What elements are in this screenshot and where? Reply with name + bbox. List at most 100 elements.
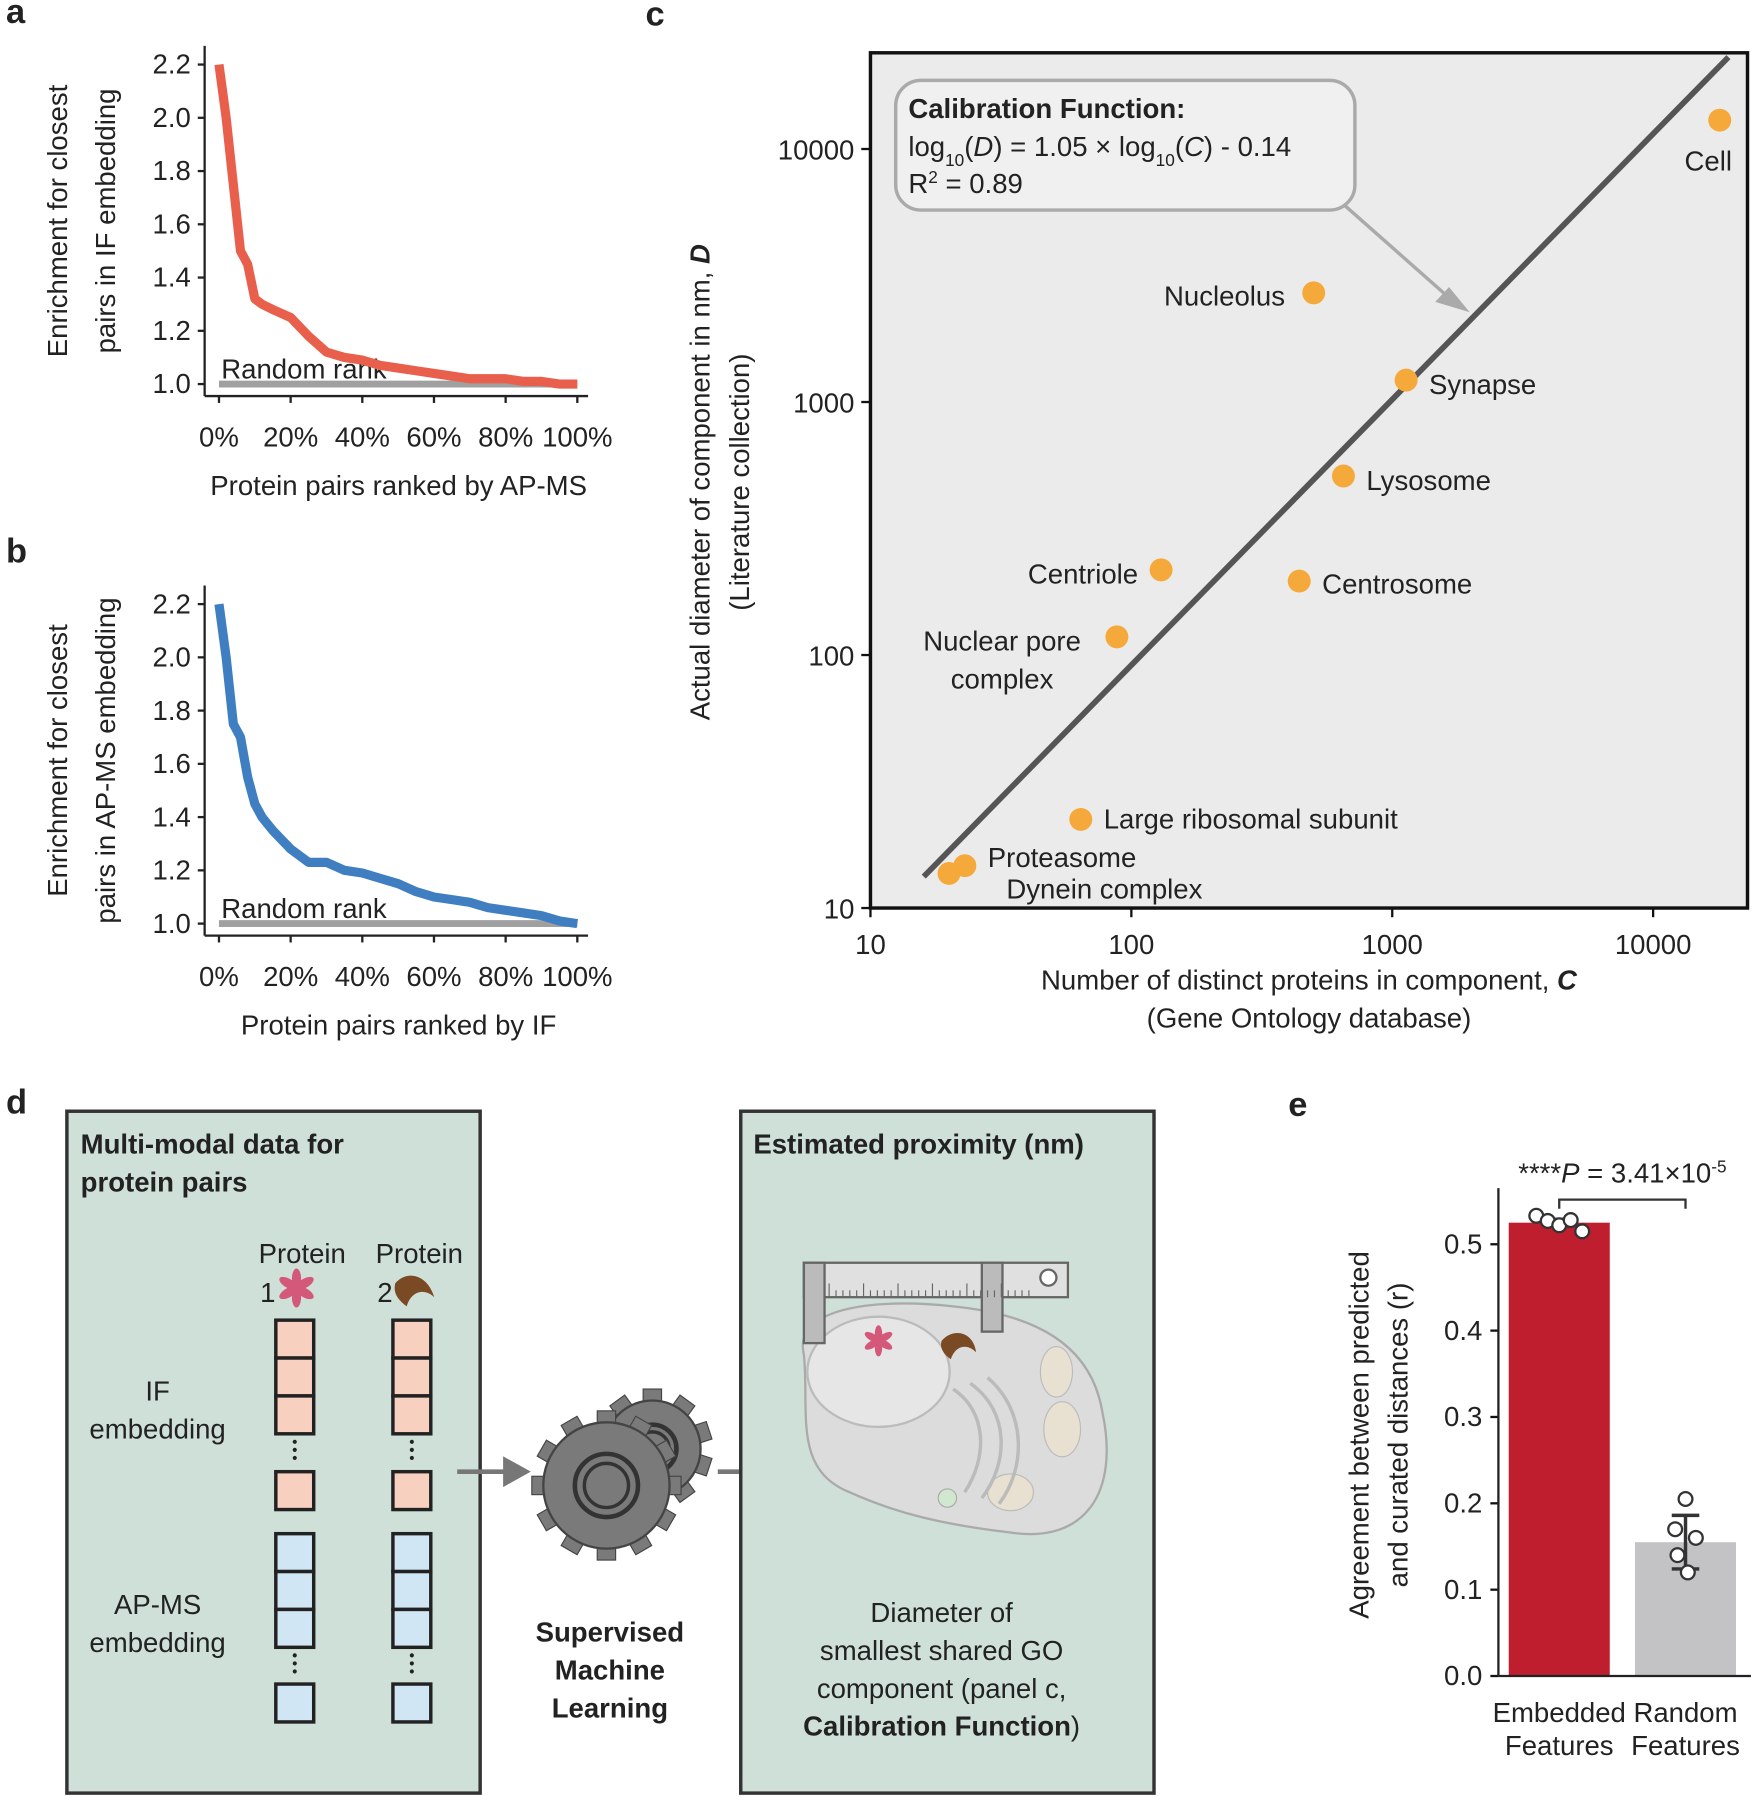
y-axis-label: pairs in IF embedding	[90, 89, 121, 354]
x-tick-label: 100%	[542, 961, 612, 992]
vesicle	[937, 1488, 958, 1508]
protein-label: Protein	[376, 1238, 463, 1269]
y-tick-label: 1.8	[153, 695, 191, 726]
point-label: complex	[951, 663, 1054, 694]
annotation-arrow	[1342, 203, 1454, 303]
x-tick-label: 60%	[406, 961, 461, 992]
organelle	[1039, 1345, 1074, 1398]
r2-part: R	[908, 168, 928, 199]
y-tick-label: 2.0	[153, 642, 191, 673]
replicate-point	[1562, 1212, 1579, 1229]
y-tick-label: 1.2	[153, 855, 191, 886]
embedding-cell	[274, 1394, 316, 1436]
replicate-point	[1667, 1521, 1684, 1538]
equation-part: log	[908, 131, 945, 162]
equation-part: ) = 1.05 × log	[993, 131, 1155, 162]
replicate-point	[1679, 1564, 1696, 1581]
annotation-title: Calibration Function:	[908, 93, 1185, 124]
point-label: Centriole	[1028, 559, 1138, 590]
series-line	[214, 63, 578, 389]
embedding-cell	[391, 1531, 433, 1574]
y-tick-label: 10000	[778, 134, 855, 165]
embedding-cell	[274, 1607, 316, 1650]
protein-label: Protein	[259, 1238, 346, 1269]
significance-part: ****	[1518, 1157, 1561, 1188]
ellipsis-dot	[409, 1669, 414, 1674]
point	[937, 861, 961, 885]
x-axis-note: (Gene Ontology database)	[1147, 1002, 1472, 1033]
panel-label: e	[1288, 1086, 1307, 1124]
description: component (panel c,	[817, 1673, 1067, 1704]
significance-bracket	[1558, 1198, 1687, 1209]
gears	[531, 1388, 713, 1561]
description: )	[1071, 1711, 1080, 1742]
panel-label: d	[6, 1084, 27, 1122]
y-tick-label: 1.0	[153, 908, 191, 939]
y-tick-label: 0.3	[1444, 1401, 1482, 1432]
point	[1302, 281, 1326, 305]
significance-part: P	[1561, 1157, 1580, 1188]
ellipsis-dot	[292, 1653, 297, 1658]
x-axis-label: Number of distinct proteins in component…	[1041, 965, 1557, 996]
protein-icon	[394, 1275, 435, 1307]
point-label: Dynein complex	[1006, 874, 1202, 905]
y-axis-label: and curated distances (r)	[1383, 1283, 1414, 1588]
gear-ring	[582, 1461, 631, 1510]
y-tick-label: 1000	[793, 387, 854, 418]
equation-part: (	[964, 131, 974, 162]
ellipsis-dot	[409, 1439, 414, 1444]
protein-icons	[279, 1268, 893, 1357]
x-tick-label: 10	[855, 929, 886, 960]
annotation-r2: R2 = 0.89	[908, 167, 1023, 199]
box-title: protein pairs	[81, 1167, 248, 1198]
y-tick-label: 2.2	[153, 49, 191, 80]
annotation-equation: log10(D) = 1.05 × log10(C) - 0.14	[908, 131, 1291, 170]
equation-part: ) - 0.14	[1204, 131, 1291, 162]
point	[1708, 108, 1732, 132]
y-tick-label: 0.0	[1444, 1660, 1482, 1691]
y-tick-label: 2.0	[153, 102, 191, 133]
x-tick-label: Features	[1505, 1730, 1614, 1761]
embedding-label: embedding	[89, 1413, 225, 1444]
description-emphasis: Calibration Function	[803, 1711, 1071, 1742]
point	[1105, 625, 1129, 649]
point	[1331, 464, 1355, 488]
replicate-point	[1669, 1547, 1686, 1564]
equation-part: C	[1184, 131, 1205, 162]
equation-part: 10	[945, 150, 964, 170]
y-tick-label: 1.2	[153, 315, 191, 346]
ellipsis-dot	[409, 1447, 414, 1452]
panel-label: b	[6, 533, 27, 571]
petal	[295, 1286, 314, 1300]
nucleus	[806, 1315, 951, 1429]
ellipsis-dot	[292, 1661, 297, 1666]
caliper-jaw	[980, 1261, 1004, 1333]
x-tick-label: Embedded	[1493, 1697, 1626, 1728]
embedding-cell	[274, 1356, 316, 1398]
point	[1149, 558, 1173, 582]
y-tick-label: 1.8	[153, 155, 191, 186]
y-tick-label: 0.5	[1444, 1228, 1482, 1259]
ellipsis-dot	[292, 1455, 297, 1460]
embedding-label: IF	[145, 1376, 169, 1407]
panel-label: c	[645, 0, 664, 33]
y-axis-label: Enrichment for closest	[42, 624, 73, 897]
x-tick-label: 80%	[478, 961, 533, 992]
y-tick-label: 1.6	[153, 748, 191, 779]
annotation-box	[893, 78, 1357, 212]
x-axis-label: Protein pairs ranked by AP-MS	[210, 470, 587, 501]
protein-number: 1	[260, 1277, 275, 1308]
y-tick-label: 0.2	[1444, 1488, 1482, 1519]
y-tick-label: 1.6	[153, 208, 191, 239]
x-tick-label: 20%	[263, 422, 318, 453]
point-label: Proteasome	[988, 842, 1137, 873]
cell-illustration	[279, 1261, 1108, 1536]
fit-line	[921, 55, 1731, 879]
point-label: Nucleolus	[1164, 281, 1285, 312]
y-tick-label: 2.2	[153, 588, 191, 619]
x-tick-label: 40%	[335, 422, 390, 453]
embedding-cell	[274, 1469, 316, 1512]
x-axis-label: Number of distinct proteins in component…	[1041, 965, 1578, 996]
y-axis-label: Enrichment for closest	[42, 84, 73, 357]
embedding-cell	[274, 1569, 316, 1612]
